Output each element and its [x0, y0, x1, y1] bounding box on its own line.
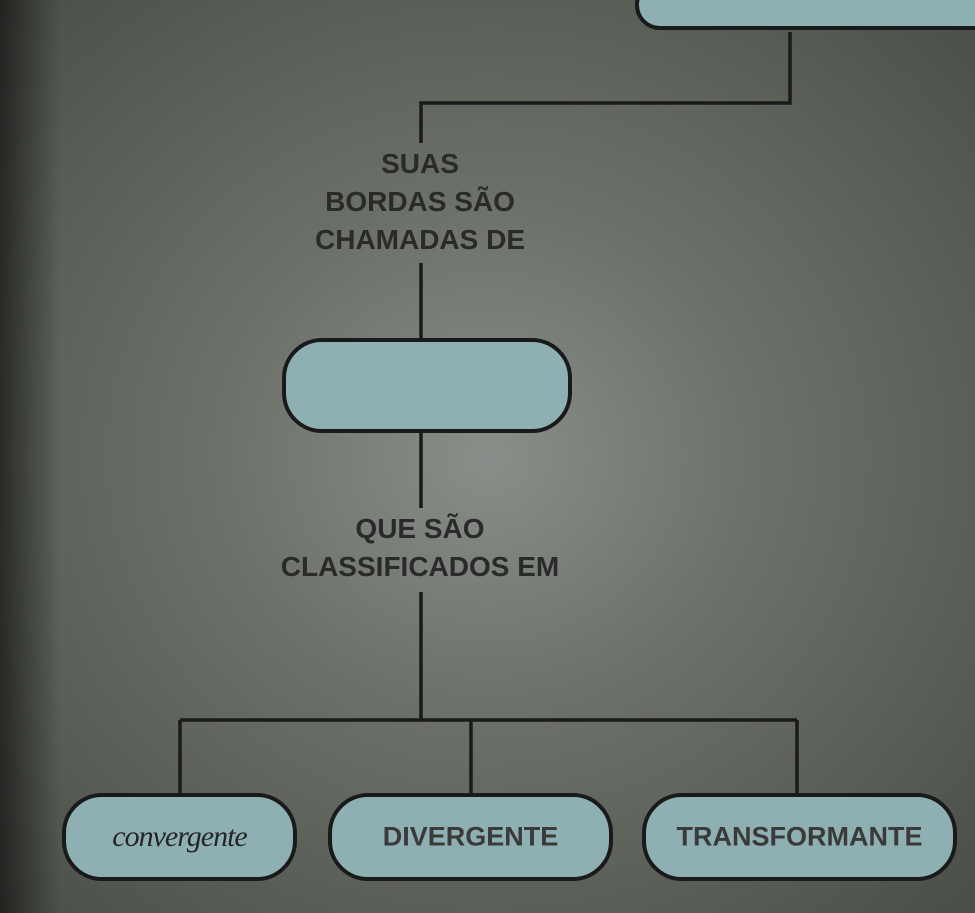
- bottom-node-convergente: convergente: [62, 793, 297, 881]
- text2-line2: CLASSIFICADOS EM: [281, 551, 559, 582]
- bottom-node-3-label: TRANSFORMANTE: [646, 822, 953, 853]
- connector-lines: [0, 0, 975, 913]
- text1-line2: BORDAS SÃO: [325, 186, 515, 217]
- bottom-node-divergente: DIVERGENTE: [328, 793, 613, 881]
- middle-blank-node: [282, 338, 572, 433]
- text1-line3: CHAMADAS DE: [315, 224, 525, 255]
- top-partial-node: [635, 0, 975, 30]
- text2-line1: QUE SÃO: [355, 513, 484, 544]
- text1-line1: SUAS: [381, 148, 459, 179]
- connector-text-bordas: SUAS BORDAS SÃO CHAMADAS DE: [220, 145, 620, 258]
- bottom-node-transformante: TRANSFORMANTE: [642, 793, 957, 881]
- bottom-node-1-label: convergente: [66, 820, 293, 854]
- connector-text-classificados: QUE SÃO CLASSIFICADOS EM: [220, 510, 620, 586]
- bottom-node-2-label: DIVERGENTE: [332, 822, 609, 853]
- page-shadow: [0, 0, 60, 913]
